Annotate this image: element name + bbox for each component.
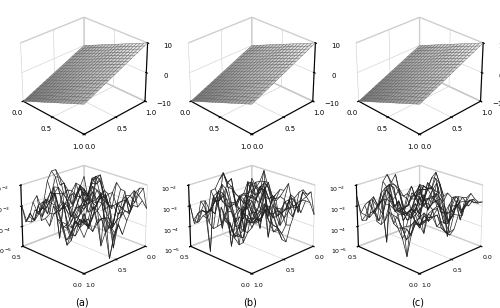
Text: (c): (c) <box>412 298 424 307</box>
Text: (a): (a) <box>76 298 89 307</box>
Text: (b): (b) <box>243 298 257 307</box>
